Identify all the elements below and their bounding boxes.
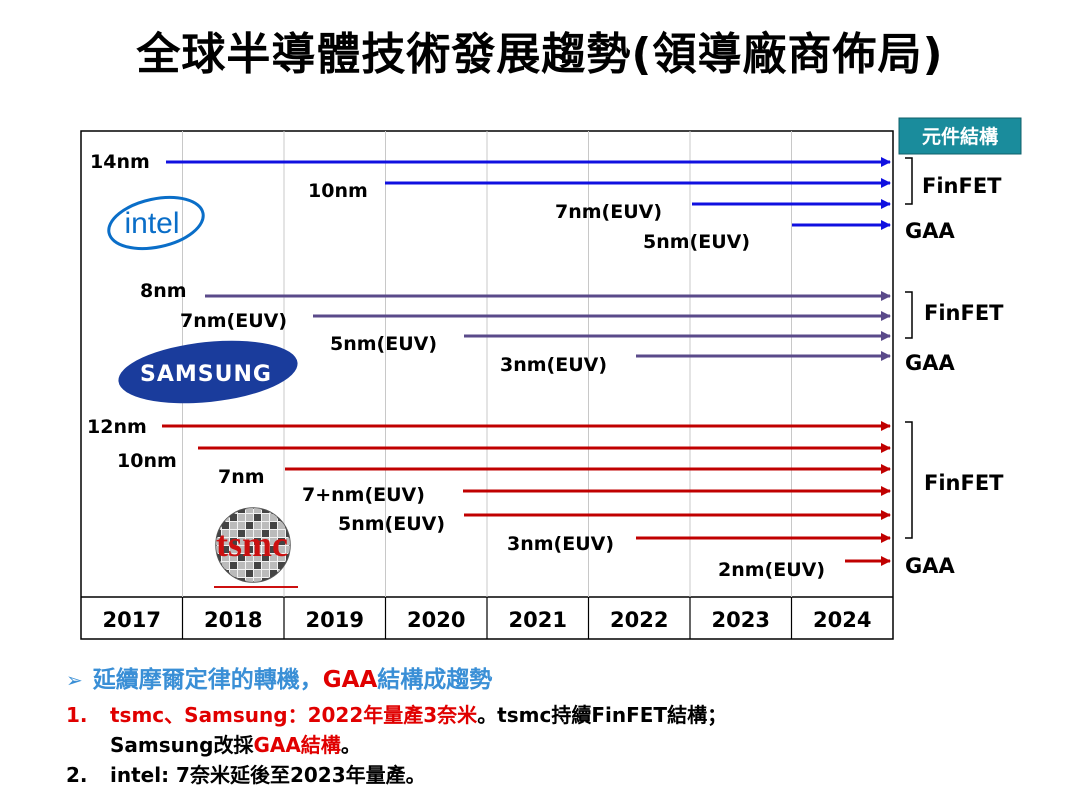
- tsmc-5nm-label: 5nm(EUV): [338, 513, 445, 535]
- samsung-7nm-label: 7nm(EUV): [180, 310, 287, 332]
- year-label-2023: 2023: [712, 608, 770, 632]
- samsung-logo-text: SAMSUNG: [140, 362, 272, 387]
- year-labels: 2017 2018 2019 2020 2021 2022 2023 2024: [103, 608, 872, 632]
- intel-gaa-label: GAA: [905, 219, 955, 243]
- summary-item-1: 1. tsmc、Samsung：2022年量產3奈米。tsmc持續FinFET結…: [66, 700, 1056, 760]
- page-title: 全球半導體技術發展趨勢(領導廠商佈局): [136, 29, 944, 80]
- structure-badge: [898, 117, 1022, 155]
- intel-14nm-label: 14nm: [90, 151, 150, 173]
- heading-text-end: 結構成趨勢: [377, 667, 493, 693]
- intel-finfet-label: FinFET: [922, 174, 1002, 198]
- samsung-8nm-label: 8nm: [140, 280, 187, 302]
- tsmc-2nm-label: 2nm(EUV): [718, 559, 825, 581]
- intel-10nm-label: 10nm: [308, 180, 368, 202]
- samsung-gaa-label: GAA: [905, 351, 955, 375]
- heading-text: 延續摩爾定律的轉機，: [92, 667, 323, 693]
- structure-badge-label: 元件結構: [922, 125, 998, 148]
- item1-highlight: tsmc、Samsung：2022年量產3奈米: [110, 703, 478, 727]
- intel-5nm-label: 5nm(EUV): [643, 231, 750, 253]
- tsmc-7nm-label: 7nm: [218, 466, 265, 488]
- year-label-2018: 2018: [204, 608, 262, 632]
- tsmc-logo: tsmc: [214, 507, 298, 588]
- tsmc-logo-text: tsmc: [216, 524, 288, 564]
- samsung-3nm-label: 3nm(EUV): [500, 354, 607, 376]
- item2-text: intel: 7奈米延後至2023年量產。: [110, 763, 426, 787]
- item1-line2-text: Samsung改採: [110, 733, 254, 757]
- summary-bullets: ➢ 延續摩爾定律的轉機，GAA結構成趨勢 1. tsmc、Samsung：2022…: [66, 660, 1056, 790]
- arrow-bullet-icon: ➢: [66, 668, 83, 692]
- intel-logo-text: intel: [124, 207, 179, 240]
- tsmc-gaa-label: GAA: [905, 554, 955, 578]
- heading-highlight: GAA: [322, 667, 378, 693]
- item1-line2-highlight: GAA結構: [253, 733, 341, 757]
- year-label-2020: 2020: [407, 608, 465, 632]
- tsmc-7plusnm-label: 7+nm(EUV): [302, 484, 425, 506]
- year-label-2021: 2021: [509, 608, 567, 632]
- year-label-2019: 2019: [306, 608, 364, 632]
- technology-roadmap: 2017 2018 2019 2020 2021 2022 2023 2024 元件結構 in…: [80, 117, 1022, 640]
- item1-text: 。tsmc持續FinFET結構；: [477, 703, 728, 727]
- summary-heading: ➢ 延續摩爾定律的轉機，GAA結構成趨勢: [66, 660, 1056, 694]
- samsung-finfet-label: FinFET: [924, 301, 1004, 325]
- summary-item-2: 2. intel: 7奈米延後至2023年量產。: [66, 760, 1056, 790]
- year-label-2017: 2017: [103, 608, 161, 632]
- tsmc-finfet-label: FinFET: [924, 471, 1004, 495]
- item1-line2-end: 。: [340, 733, 361, 757]
- year-label-2024: 2024: [813, 608, 871, 632]
- samsung-5nm-label: 5nm(EUV): [330, 333, 437, 355]
- item-number: 1.: [66, 703, 88, 727]
- intel-7nm-label: 7nm(EUV): [555, 201, 662, 223]
- intel-finfet-bracket: [905, 157, 913, 205]
- intel-logo: intel: [107, 195, 205, 251]
- item-number: 2.: [66, 763, 88, 787]
- samsung-finfet-bracket: [905, 291, 913, 339]
- tsmc-10nm-label: 10nm: [117, 450, 177, 472]
- year-label-2022: 2022: [610, 608, 668, 632]
- year-grid: [181, 131, 793, 639]
- samsung-logo: SAMSUNG: [118, 340, 298, 404]
- tsmc-12nm-label: 12nm: [87, 416, 147, 438]
- tsmc-3nm-label: 3nm(EUV): [507, 533, 614, 555]
- tsmc-finfet-bracket: [905, 421, 913, 539]
